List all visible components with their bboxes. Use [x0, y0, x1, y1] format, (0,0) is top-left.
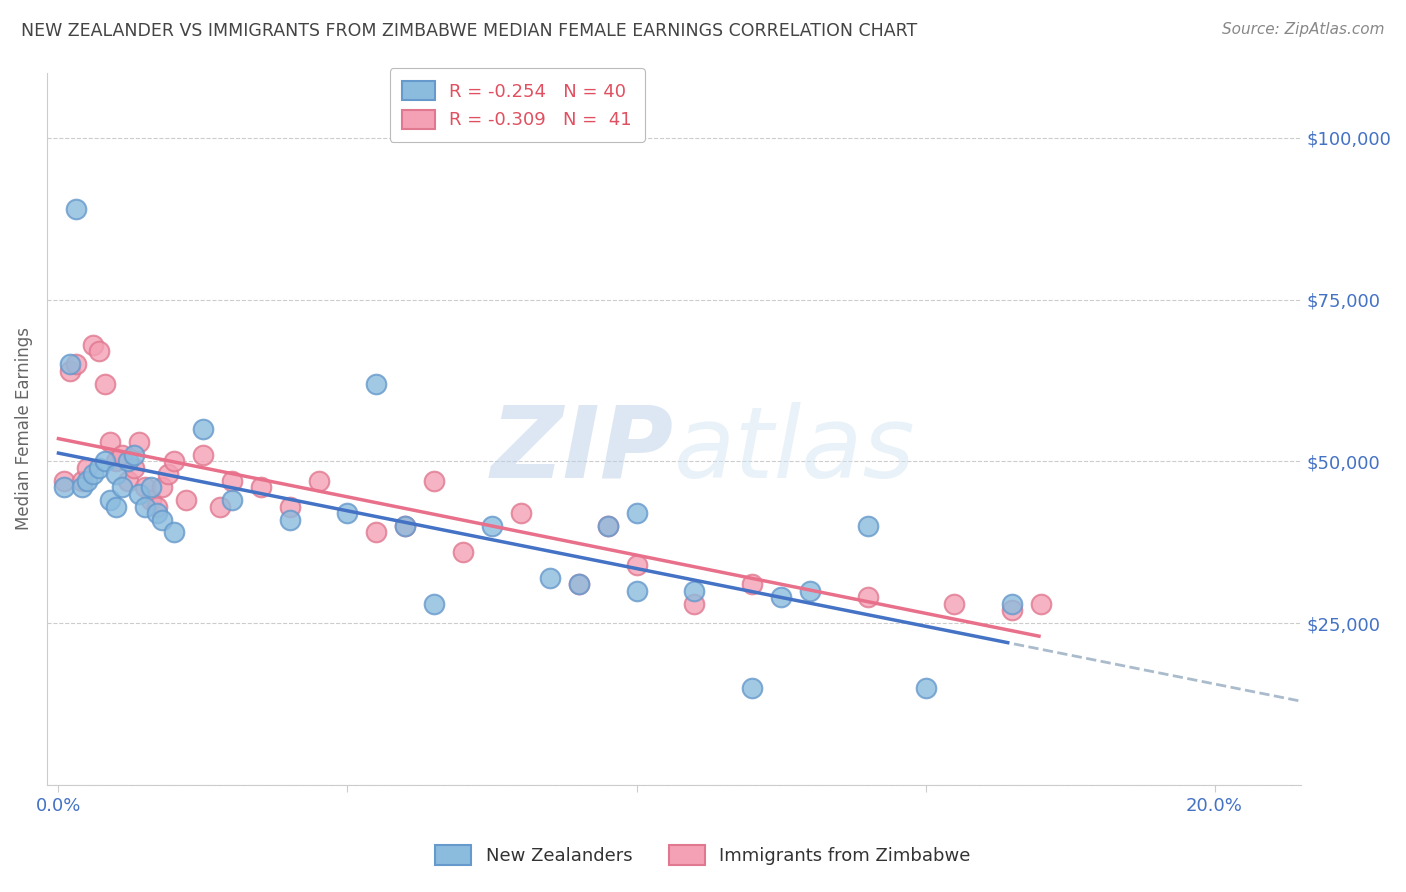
Point [191, 422, 214, 436]
Point [423, 597, 446, 611]
Point [87, 344, 110, 359]
Point [70, 474, 93, 488]
Point [366, 525, 388, 540]
Point [423, 474, 446, 488]
Point [157, 467, 180, 482]
Point [278, 500, 301, 514]
Point [145, 506, 167, 520]
Point [626, 583, 648, 598]
Point [100, 493, 122, 508]
Point [394, 519, 416, 533]
Point [152, 512, 174, 526]
Point [249, 480, 271, 494]
Point [741, 577, 763, 591]
Point [769, 590, 792, 604]
Point [174, 493, 197, 508]
Point [626, 506, 648, 520]
Point [134, 500, 156, 514]
Point [82, 467, 104, 482]
Point [538, 571, 561, 585]
Point [683, 583, 706, 598]
Point [451, 545, 474, 559]
Point [336, 506, 359, 520]
Point [59, 357, 82, 371]
Point [221, 493, 243, 508]
Point [53, 480, 76, 494]
Text: Source: ZipAtlas.com: Source: ZipAtlas.com [1222, 22, 1385, 37]
Point [221, 474, 243, 488]
Point [76, 474, 98, 488]
Point [799, 583, 821, 598]
Point [105, 467, 128, 482]
Point [163, 454, 186, 468]
Point [128, 434, 150, 449]
Point [741, 681, 763, 695]
Point [278, 512, 301, 526]
Point [128, 486, 150, 500]
Point [568, 577, 591, 591]
Point [122, 448, 145, 462]
Text: NEW ZEALANDER VS IMMIGRANTS FROM ZIMBABWE MEDIAN FEMALE EARNINGS CORRELATION CHA: NEW ZEALANDER VS IMMIGRANTS FROM ZIMBABW… [21, 22, 917, 40]
Point [568, 577, 591, 591]
Point [856, 519, 879, 533]
Point [1029, 597, 1052, 611]
Point [394, 519, 416, 533]
Point [914, 681, 936, 695]
Point [308, 474, 330, 488]
Point [122, 460, 145, 475]
Point [59, 364, 82, 378]
Point [93, 454, 115, 468]
Point [163, 525, 186, 540]
Point [1001, 603, 1024, 617]
Point [596, 519, 619, 533]
Y-axis label: Median Female Earnings: Median Female Earnings [15, 327, 32, 531]
Point [111, 480, 134, 494]
Point [139, 493, 162, 508]
Point [152, 480, 174, 494]
Point [1001, 597, 1024, 611]
Point [53, 474, 76, 488]
Point [76, 460, 98, 475]
Point [65, 202, 87, 216]
Point [481, 519, 503, 533]
Point [209, 500, 232, 514]
Point [105, 454, 128, 468]
Point [943, 597, 966, 611]
Point [117, 454, 139, 468]
Point [117, 474, 139, 488]
Text: ZIP: ZIP [491, 401, 673, 499]
Point [856, 590, 879, 604]
Point [93, 376, 115, 391]
Point [82, 338, 104, 352]
Point [626, 558, 648, 572]
Legend: R = -0.254   N = 40, R = -0.309   N =  41: R = -0.254 N = 40, R = -0.309 N = 41 [389, 68, 645, 142]
Legend: New Zealanders, Immigrants from Zimbabwe: New Zealanders, Immigrants from Zimbabwe [426, 836, 980, 874]
Point [509, 506, 531, 520]
Point [70, 480, 93, 494]
Point [683, 597, 706, 611]
Text: atlas: atlas [673, 401, 915, 499]
Point [596, 519, 619, 533]
Point [111, 448, 134, 462]
Point [191, 448, 214, 462]
Point [87, 460, 110, 475]
Point [65, 357, 87, 371]
Point [145, 500, 167, 514]
Point [100, 434, 122, 449]
Point [139, 480, 162, 494]
Point [134, 480, 156, 494]
Point [105, 500, 128, 514]
Point [366, 376, 388, 391]
